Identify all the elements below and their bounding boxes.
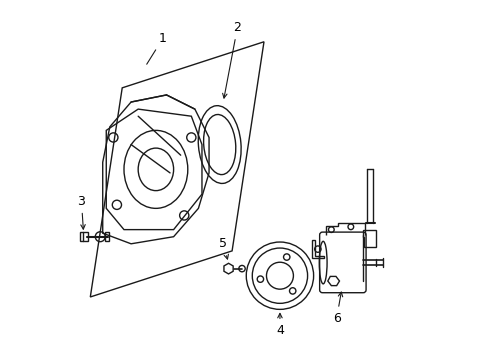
Text: 3: 3 xyxy=(78,195,85,229)
Text: 5: 5 xyxy=(219,237,228,259)
Text: 1: 1 xyxy=(146,32,166,64)
Text: 6: 6 xyxy=(332,292,342,325)
Text: 2: 2 xyxy=(222,21,241,98)
Text: 4: 4 xyxy=(275,314,284,337)
